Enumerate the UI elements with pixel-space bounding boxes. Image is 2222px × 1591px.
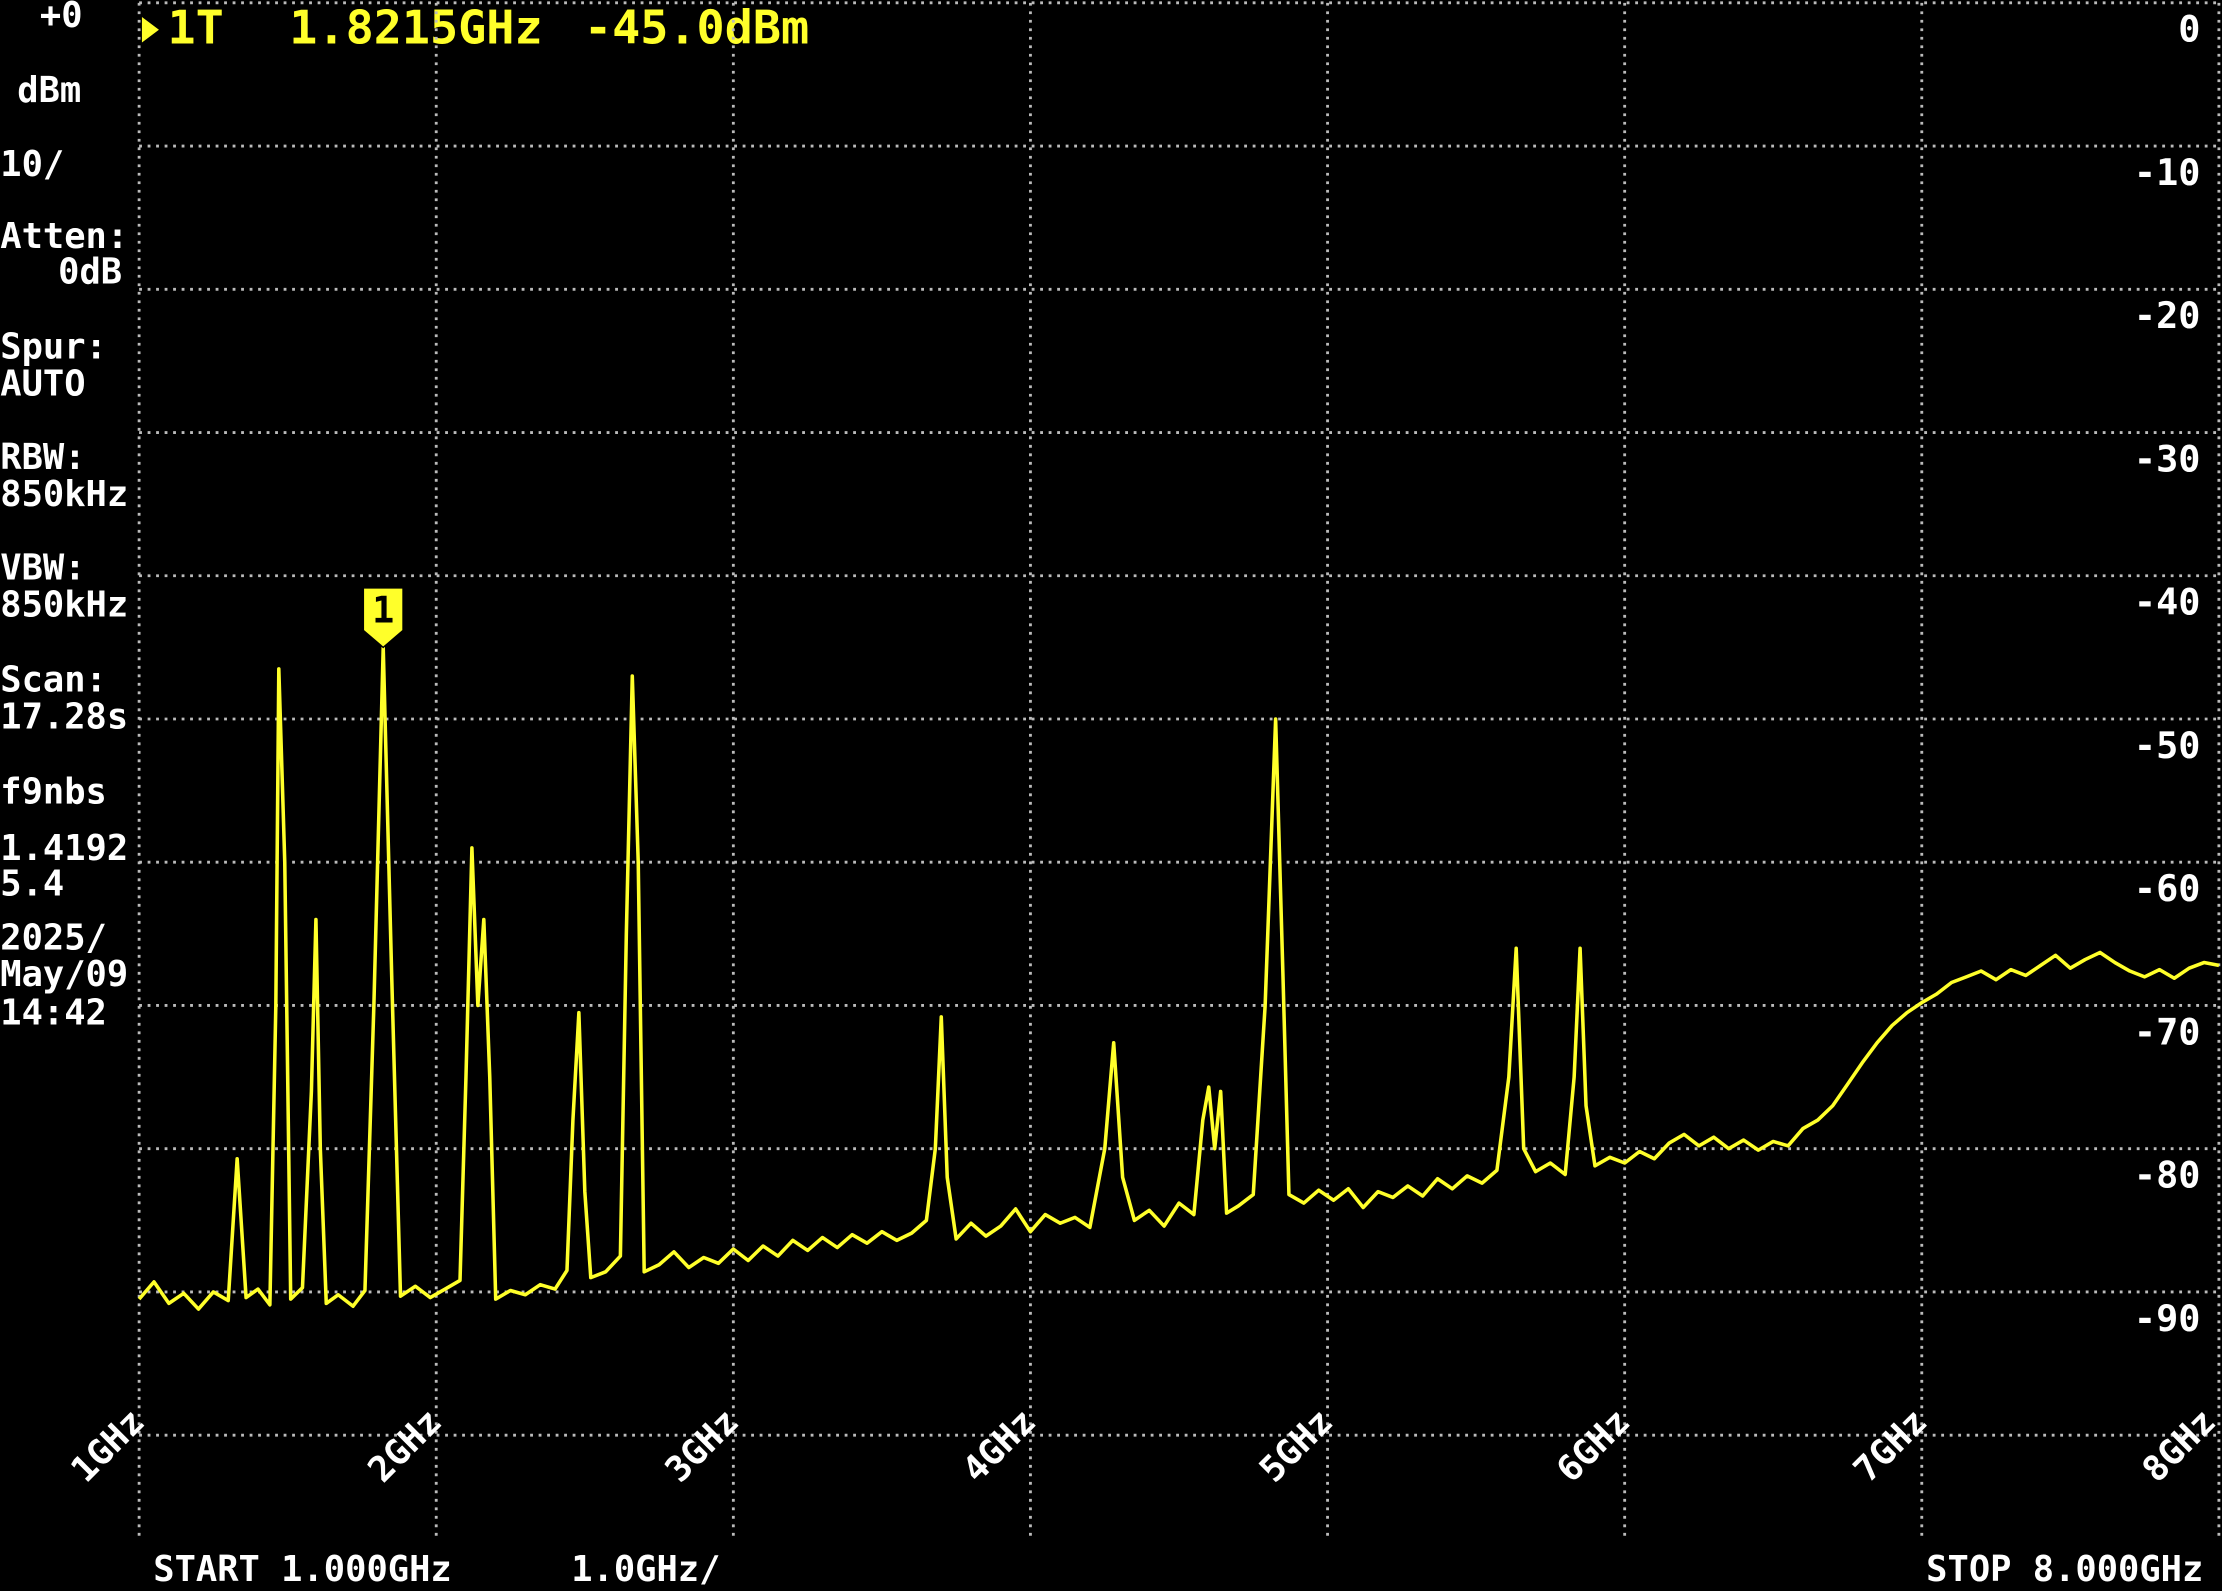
- y-tick-label: 0: [2178, 8, 2200, 51]
- sidebar-label: Atten:: [0, 216, 128, 257]
- sidebar-label: 850kHz: [0, 584, 128, 625]
- sidebar-label: AUTO: [0, 363, 85, 404]
- y-tick-label: -80: [2134, 1154, 2201, 1197]
- y-tick-label: -70: [2134, 1010, 2201, 1053]
- trace: [137, 645, 2220, 1311]
- stop-frequency: STOP 8.000GHz: [1926, 1549, 2203, 1590]
- sidebar-label: 17.28s: [0, 696, 128, 737]
- y-tick-label: -50: [2134, 724, 2201, 767]
- sidebar-label: Scan:: [0, 659, 107, 700]
- sidebar-label: RBW:: [0, 437, 85, 478]
- marker-level: -45.0dBm: [584, 2, 809, 56]
- y-tick-label: -40: [2134, 581, 2201, 624]
- y-tick-label: -10: [2134, 151, 2201, 194]
- marker-indicator: [141, 17, 159, 43]
- span-per-div: 1.0GHz/: [571, 1549, 720, 1590]
- y-tick-label: -60: [2134, 867, 2201, 910]
- sidebar-label: Spur:: [0, 327, 107, 368]
- sidebar-label: 0dB: [58, 251, 122, 292]
- sidebar-label: 14:42: [0, 992, 107, 1033]
- sidebar-label: +0: [40, 0, 83, 36]
- sidebar-label: 5.4: [0, 863, 64, 904]
- marker-frequency: 1.8215GHz: [289, 2, 542, 56]
- y-tick-label: -30: [2134, 437, 2201, 480]
- marker-id: 1T: [167, 2, 223, 56]
- marker-label: 1: [372, 588, 394, 631]
- y-tick-label: -90: [2134, 1297, 2201, 1340]
- sidebar-label: f9nbs: [0, 771, 107, 812]
- y-tick-label: -20: [2134, 294, 2201, 337]
- sidebar-label: dBm: [17, 70, 81, 111]
- sidebar-label: 1.4192: [0, 828, 128, 869]
- sidebar-label: VBW:: [0, 548, 85, 589]
- marker-flag: [362, 587, 404, 649]
- start-frequency: START 1.000GHz: [153, 1549, 451, 1590]
- sidebar-label: 10/: [0, 144, 64, 185]
- sidebar-label: 850kHz: [0, 474, 128, 515]
- sidebar-label: May/09: [0, 954, 128, 995]
- sidebar-label: 2025/: [0, 917, 107, 958]
